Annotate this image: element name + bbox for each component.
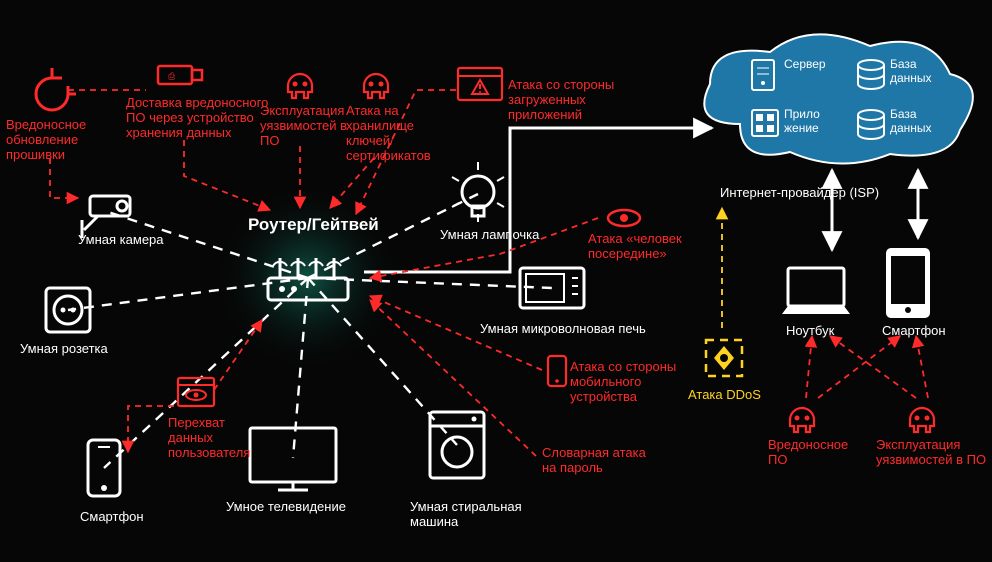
- keys-label: Атака на хранилище ключей/ сертификатов: [346, 104, 431, 164]
- threat-edge: [50, 158, 78, 198]
- label: Умная розетка: [20, 342, 108, 357]
- label: Умная камера: [78, 233, 164, 248]
- ddos-label: Атака DDoS: [688, 388, 761, 403]
- label: База данных: [890, 58, 932, 86]
- label: Умная стиральная машина: [410, 500, 522, 530]
- svg-text:⎙: ⎙: [168, 71, 176, 81]
- threat-edge: [916, 336, 928, 398]
- phoneR-icon: [886, 248, 930, 318]
- label: Прило жение: [784, 108, 820, 136]
- malR-label: Вредоносное ПО: [768, 438, 848, 468]
- usb-icon: ⎙: [158, 66, 202, 84]
- cloud: [704, 34, 973, 163]
- ddos-icon: [706, 340, 742, 376]
- mobile-icon: [548, 356, 566, 386]
- label: Роутер/Гейтвей: [248, 215, 379, 235]
- fw-icon: [36, 68, 76, 110]
- mitm-label: Атака «человек посередине»: [588, 232, 682, 262]
- app-label: Атака со стороны загруженных приложений: [508, 78, 614, 123]
- keys-icon: [364, 74, 388, 98]
- usb-label: Доставка вредоносного ПО через устройств…: [126, 96, 268, 141]
- label: База данных: [890, 108, 932, 136]
- expR-label: Эксплуатация уязвимостей в ПО: [876, 438, 986, 468]
- tv-icon: [250, 428, 336, 490]
- label: Умная лампочка: [440, 228, 539, 243]
- label: Умная микроволновая печь: [480, 322, 646, 337]
- laptop-icon: [782, 268, 850, 314]
- bulb-icon: [452, 162, 504, 222]
- dict-label: Словарная атака на пароль: [542, 446, 646, 476]
- sniff-label: Перехват данных пользователя: [168, 416, 250, 461]
- exploit-icon: [288, 74, 312, 98]
- mobile-label: Атака со стороны мобильного устройства: [570, 360, 676, 405]
- threat-edge: [818, 336, 900, 398]
- label: Смартфон: [882, 324, 946, 339]
- label: Интернет-провайдер (ISP): [720, 186, 879, 201]
- label: Смартфон: [80, 510, 144, 525]
- exploit-label: Эксплуатация уязвимостей в ПО: [260, 104, 347, 149]
- expR-icon: [910, 408, 934, 432]
- threat-edge: [830, 336, 916, 398]
- label: Ноутбук: [786, 324, 834, 339]
- malR-icon: [790, 408, 814, 432]
- label: Сервер: [784, 58, 826, 72]
- label: Умное телевидение: [226, 500, 346, 515]
- app-icon: [458, 68, 502, 100]
- threat-edge: [806, 336, 812, 398]
- fw-label: Вредоносное обновление прошивки: [6, 118, 86, 163]
- mitm-icon: [608, 210, 640, 226]
